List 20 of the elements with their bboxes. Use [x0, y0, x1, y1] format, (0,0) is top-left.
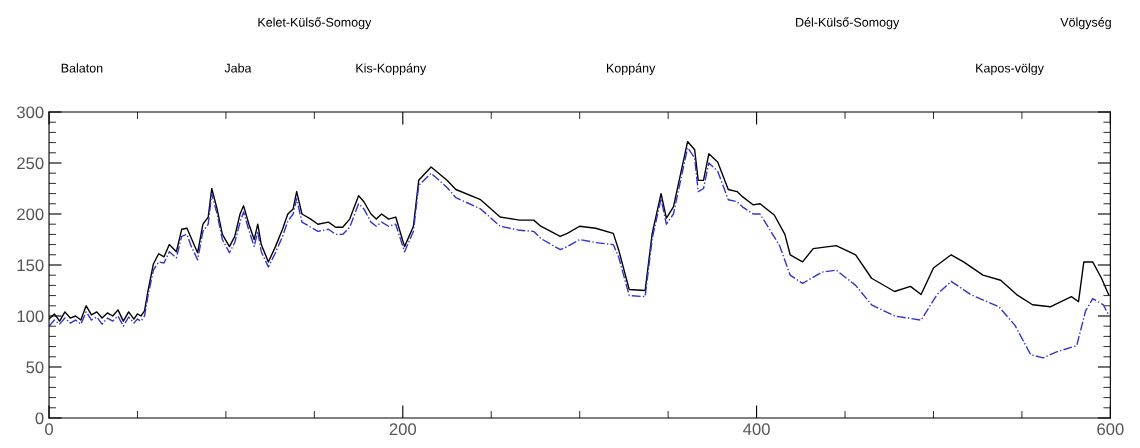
- y-tick-label: 100: [17, 310, 44, 323]
- y-tick-label: 150: [17, 259, 44, 272]
- text: Kapos-völgy: [976, 63, 1044, 75]
- text: Völgység: [1060, 17, 1111, 30]
- line-series: [49, 147, 1110, 359]
- y-tick-label: 250: [17, 157, 44, 170]
- x-tick-label: 0: [45, 423, 53, 436]
- text: Jaba: [224, 63, 252, 73]
- text: Dél-Külső-Somogy: [796, 17, 900, 30]
- x-tick-label: 600: [1097, 423, 1124, 436]
- text: Kelet-Külső-Somogy: [258, 17, 372, 30]
- y-tick-label: 300: [16, 106, 44, 119]
- y-tick-label: 200: [17, 208, 44, 221]
- text: Balaton: [61, 63, 103, 73]
- x-tick-label: 200: [389, 423, 417, 436]
- x-tick-label: 400: [743, 423, 770, 436]
- y-tick-label: 50: [26, 361, 44, 374]
- text: Kis-Koppány: [356, 63, 427, 76]
- y-tick-label: 0: [35, 412, 44, 425]
- text: Koppány: [606, 63, 656, 76]
